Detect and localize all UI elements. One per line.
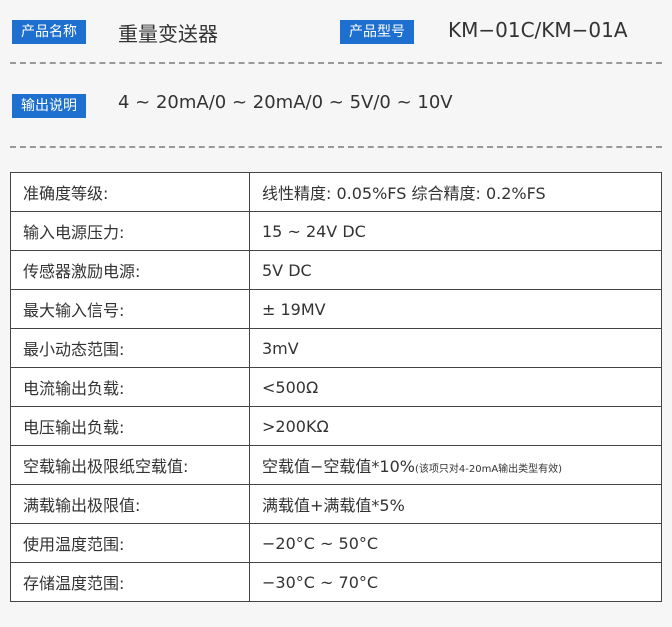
table-row: 使用温度范围: −20°C ~ 50°C	[10, 523, 662, 563]
table-row: 存储温度范围: −30°C ~ 70°C	[10, 562, 662, 602]
spec-name: 满载输出极限值:	[10, 484, 250, 524]
spec-note: (该项只对4-20mA输出类型有效)	[414, 464, 563, 475]
output-text: 4 ~ 20mA/0 ~ 20mA/0 ~ 5V/0 ~ 10V	[118, 92, 453, 113]
spec-value: ± 19MV	[249, 289, 662, 329]
spec-name: 最小动态范围:	[10, 328, 250, 368]
product-name: 重量变送器	[118, 22, 218, 46]
table-row: 传感器激励电源: 5V DC	[10, 250, 662, 290]
spec-name: 电流输出负载:	[10, 367, 250, 407]
table-row: 电压输出负载: >200KΩ	[10, 406, 662, 446]
spec-name: 电压输出负载:	[10, 406, 250, 446]
table-row: 准确度等级: 线性精度: 0.05%FS 综合精度: 0.2%FS	[10, 172, 662, 212]
spec-name: 传感器激励电源:	[10, 250, 250, 290]
spec-name: 准确度等级:	[10, 172, 250, 212]
badge: 产品名称	[12, 20, 86, 44]
spec-value: 3mV	[249, 328, 662, 368]
table-row: 输入电源压力: 15 ~ 24V DC	[10, 211, 662, 251]
spec-value: >200KΩ	[249, 406, 662, 446]
badge: 输出说明	[12, 94, 86, 118]
spec-table: 准确度等级: 线性精度: 0.05%FS 综合精度: 0.2%FS 输入电源压力: 1…	[10, 172, 662, 602]
spec-value: 15 ~ 24V DC	[249, 211, 662, 251]
table-row: 最大输入信号: ± 19MV	[10, 289, 662, 329]
spec-value: −20°C ~ 50°C	[249, 523, 662, 563]
spec-name: 最大输入信号:	[10, 289, 250, 329]
spec-value: 线性精度: 0.05%FS 综合精度: 0.2%FS	[249, 172, 662, 212]
table-row: 电流输出负载: <500Ω	[10, 367, 662, 407]
spec-value: −30°C ~ 70°C	[249, 562, 662, 602]
spec-name: 存储温度范围:	[10, 562, 250, 602]
spec-name: 使用温度范围:	[10, 523, 250, 563]
model: KM−01C/KM−01A	[448, 18, 628, 42]
divider	[10, 62, 662, 64]
divider	[10, 146, 662, 148]
spec-value: <500Ω	[249, 367, 662, 407]
table-row: 最小动态范围: 3mV	[10, 328, 662, 368]
table-row: 满载输出极限值: 满载值+满载值*5%	[10, 484, 662, 524]
badge: 产品型号	[340, 20, 414, 44]
spec-value: 空载值−空载值*10%(该项只对4-20mA输出类型有效)	[249, 445, 662, 485]
spec-value: 5V DC	[249, 250, 662, 290]
spec-value: 满载值+满载值*5%	[249, 484, 662, 524]
spec-name: 空载输出极限纸空载值:	[10, 445, 250, 485]
spec-value-text: 空载值−空载值*10%	[262, 457, 415, 476]
spec-name: 输入电源压力:	[10, 211, 250, 251]
table-row: 空载输出极限纸空载值: 空载值−空载值*10%(该项只对4-20mA输出类型有效)	[10, 445, 662, 485]
